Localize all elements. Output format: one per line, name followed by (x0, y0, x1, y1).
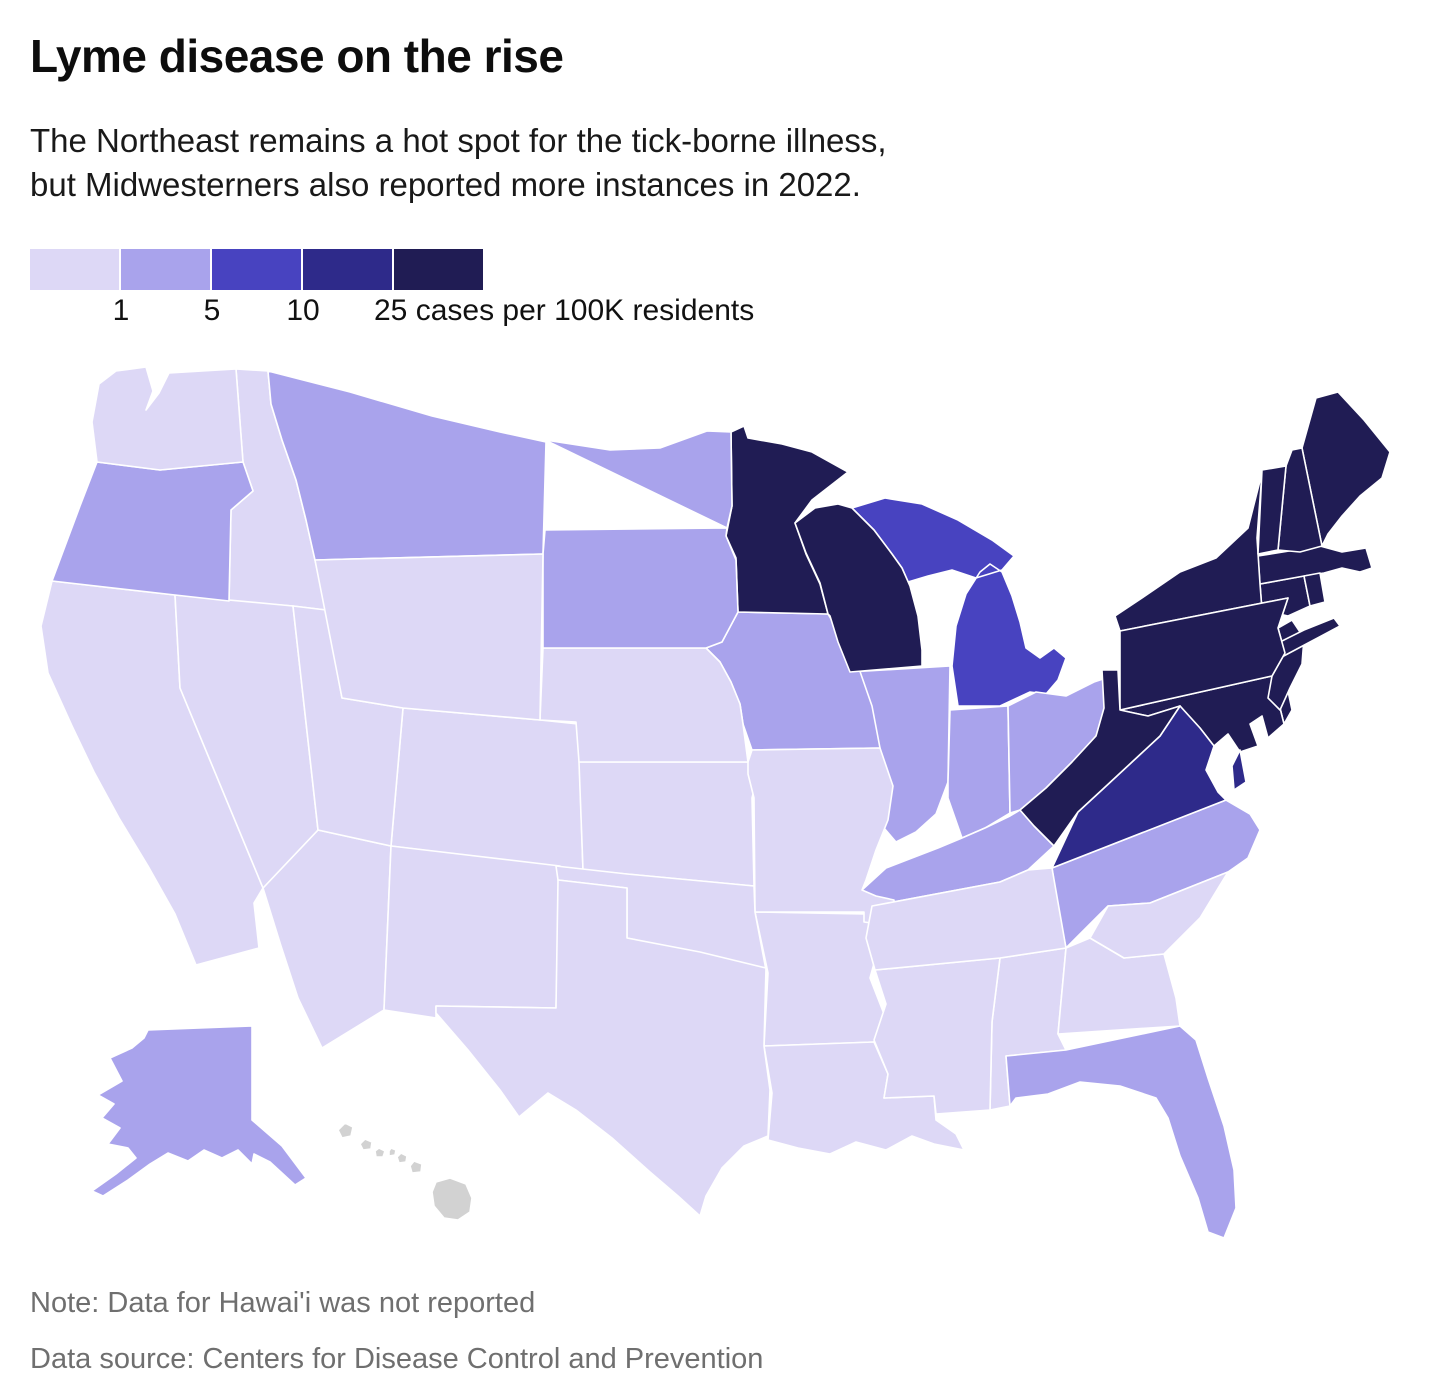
us-map-container: Alabama: <1 cases per 100K residentsAlas… (0, 358, 1440, 1268)
state-ME[interactable]: Maine: 25+ cases per 100K residents (1301, 390, 1391, 547)
map-note: Note: Data for Hawai'i was not reported (30, 1286, 536, 1319)
subtitle-line-2: but Midwesterners also reported more ins… (30, 165, 861, 203)
legend-swatches (30, 248, 1410, 290)
state-OR[interactable]: Oregon: 1–5 cases per 100K residents (51, 460, 254, 602)
state-SD[interactable]: South Dakota: 1–5 cases per 100K residen… (542, 526, 739, 649)
state-ND[interactable]: North Dakota: 1–5 cases per 100K residen… (544, 429, 733, 529)
state-WV[interactable]: West Virginia: 25+ cases per 100K reside… (1019, 668, 1181, 847)
legend: 1 5 10 25 cases per 100K residents (30, 248, 1410, 336)
legend-tick-1: 1 (112, 293, 130, 327)
state-MT[interactable]: Montana: 1–5 cases per 100K residents (267, 369, 547, 561)
subtitle: The Northeast remains a hot spot for the… (30, 119, 1410, 207)
state-WY[interactable]: Wyoming: <1 cases per 100K residents (314, 552, 544, 721)
state-NE[interactable]: Nebraska: <1 cases per 100K residents (539, 646, 749, 763)
legend-swatch-2 (212, 248, 301, 290)
state-TN[interactable]: Tennessee: <1 cases per 100K residents (865, 866, 1067, 971)
legend-swatch-4 (394, 248, 483, 290)
legend-swatch-1 (121, 248, 210, 290)
state-FL[interactable]: Florida: 1–5 cases per 100K residents (1005, 1024, 1237, 1239)
data-source: Data source: Centers for Disease Control… (30, 1342, 764, 1375)
legend-swatch-0 (30, 248, 119, 290)
state-NV[interactable]: Nevada: <1 cases per 100K residents (174, 593, 319, 889)
legend-tick-10: 10 (286, 293, 320, 327)
state-KS[interactable]: Kansas: <1 cases per 100K residents (578, 760, 759, 887)
subtitle-line-1: The Northeast remains a hot spot for the… (30, 121, 887, 159)
legend-swatch-3 (303, 248, 392, 290)
us-choropleth-map: Alabama: <1 cases per 100K residentsAlas… (40, 365, 1391, 1239)
state-TX[interactable]: Texas: <1 cases per 100K residents (435, 878, 771, 1217)
state-WA[interactable]: Washington: <1 cases per 100K residents (91, 365, 244, 471)
state-MS[interactable]: Mississippi: <1 cases per 100K residents (873, 956, 1001, 1115)
state-VT[interactable]: Vermont: 25+ cases per 100K residents (1257, 464, 1287, 555)
state-AK[interactable]: Alaska: 1–5 cases per 100K residents (91, 1024, 307, 1197)
state-CO[interactable]: Colorado: <1 cases per 100K residents (390, 706, 584, 871)
state-MA[interactable]: Massachusetts: 25+ cases per 100K reside… (1257, 544, 1373, 585)
state-MO[interactable]: Missouri: <1 cases per 100K residents (747, 746, 895, 927)
legend-labels: 1 5 10 25 cases per 100K residents (30, 294, 1410, 336)
state-SC[interactable]: South Carolina: <1 cases per 100K reside… (1089, 870, 1229, 959)
legend-tick-last: 25 cases per 100K residents (374, 293, 755, 327)
state-WI[interactable]: Wisconsin: 25+ cases per 100K residents (794, 502, 923, 673)
state-AR[interactable]: Arkansas: <1 cases per 100K residents (754, 910, 885, 1047)
state-NM[interactable]: New Mexico: <1 cases per 100K residents (383, 844, 561, 1019)
state-IN[interactable]: Indiana: 1–5 cases per 100K residents (947, 704, 1011, 839)
page-title: Lyme disease on the rise (30, 30, 564, 82)
state-HI[interactable]: Hawaii: No data cases per 100K residents (337, 1121, 473, 1221)
state-RI[interactable]: Rhode Island: 25+ cases per 100K residen… (1303, 571, 1326, 607)
legend-tick-5: 5 (203, 293, 221, 327)
